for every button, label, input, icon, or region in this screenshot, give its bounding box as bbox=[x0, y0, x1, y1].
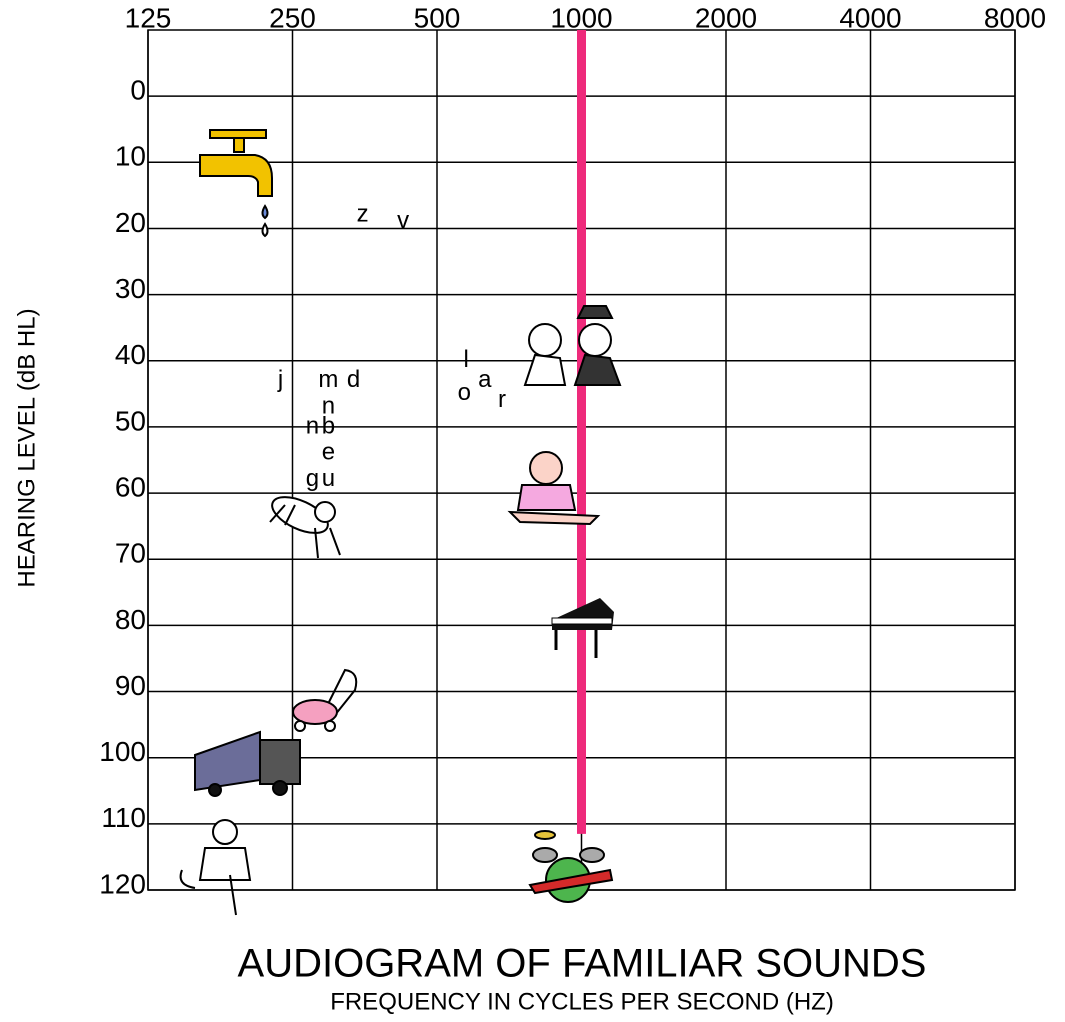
speech-sound-label: o bbox=[458, 379, 471, 406]
x-tick-label: 1000 bbox=[550, 2, 612, 33]
chart-title: AUDIOGRAM OF FAMILIAR SOUNDS bbox=[238, 942, 927, 986]
speech-sound-label: z bbox=[357, 201, 369, 228]
mower-icon bbox=[293, 670, 356, 731]
y-tick-label: 90 bbox=[115, 670, 146, 701]
y-tick-label: 30 bbox=[115, 273, 146, 304]
drums-icon bbox=[530, 831, 612, 902]
x-tick-label: 250 bbox=[269, 2, 316, 33]
y-tick-label: 110 bbox=[101, 802, 146, 833]
x-tick-label: 2000 bbox=[695, 2, 757, 33]
people-icon bbox=[525, 306, 620, 385]
speech-sound-label: e bbox=[322, 439, 335, 466]
speech-sound-label: v bbox=[397, 207, 409, 234]
speech-sound-label: a bbox=[478, 366, 492, 393]
y-tick-label: 100 bbox=[99, 736, 146, 767]
jackhammer-icon bbox=[181, 820, 250, 915]
dog-icon bbox=[267, 490, 340, 558]
y-tick-label: 120 bbox=[99, 868, 146, 899]
speech-sound-label: g bbox=[306, 465, 319, 492]
x-axis-label: FREQUENCY IN CYCLES PER SECOND (HZ) bbox=[330, 988, 834, 1015]
y-tick-label: 60 bbox=[115, 471, 146, 502]
y-tick-label: 40 bbox=[115, 339, 146, 370]
y-axis-label: HEARING LEVEL (dB HL) bbox=[13, 308, 40, 587]
y-tick-label: 20 bbox=[115, 207, 146, 238]
truck-icon bbox=[195, 732, 300, 796]
y-tick-label: 50 bbox=[115, 405, 146, 436]
speech-sound-label: m bbox=[318, 366, 338, 393]
y-tick-label: 0 bbox=[130, 75, 146, 106]
y-tick-label: 70 bbox=[115, 538, 146, 569]
x-tick-label: 125 bbox=[125, 2, 172, 33]
speech-sound-label: j bbox=[277, 366, 283, 393]
speech-sound-label: u bbox=[322, 465, 335, 492]
speech-sound-label: b bbox=[322, 412, 335, 439]
x-tick-label: 4000 bbox=[839, 2, 901, 33]
y-tick-label: 80 bbox=[115, 604, 146, 635]
speech-sound-label: l bbox=[463, 346, 468, 373]
y-tick-label: 10 bbox=[115, 141, 146, 172]
speech-sound-label: n bbox=[306, 412, 319, 439]
speech-sound-label: r bbox=[498, 386, 506, 413]
chart: 0 10 20 30 40 50 60 70 80 90 100 110 120 125 250 500 100… bbox=[0, 0, 1065, 1022]
faucet-icon bbox=[200, 130, 272, 236]
x-tick-label: 500 bbox=[414, 2, 461, 33]
sound-icons bbox=[181, 130, 620, 915]
speech-sound-label: d bbox=[347, 366, 360, 393]
x-tick-label: 8000 bbox=[984, 2, 1046, 33]
